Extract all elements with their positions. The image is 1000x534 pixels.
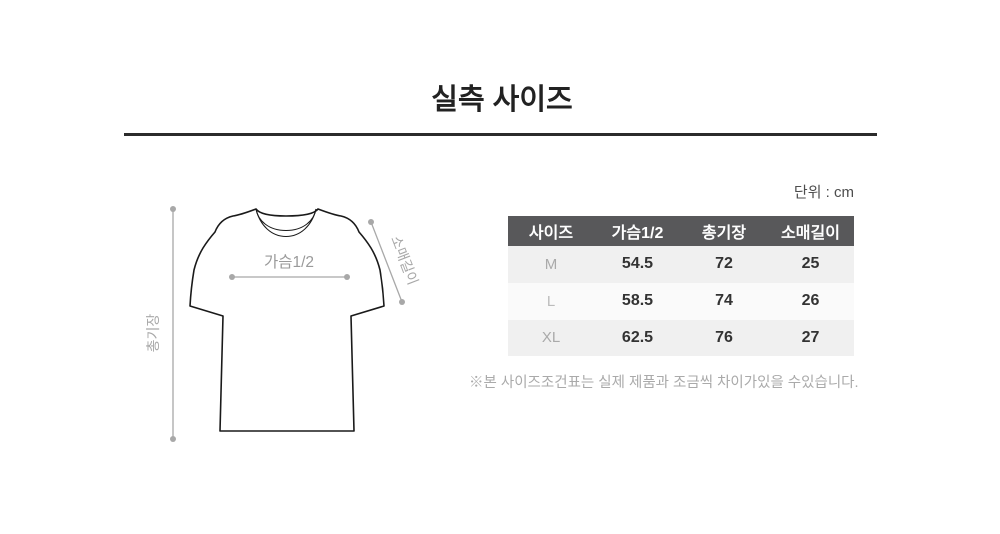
svg-text:총기장: 총기장 [145,314,161,353]
svg-text:가슴1/2: 가슴1/2 [264,253,314,271]
